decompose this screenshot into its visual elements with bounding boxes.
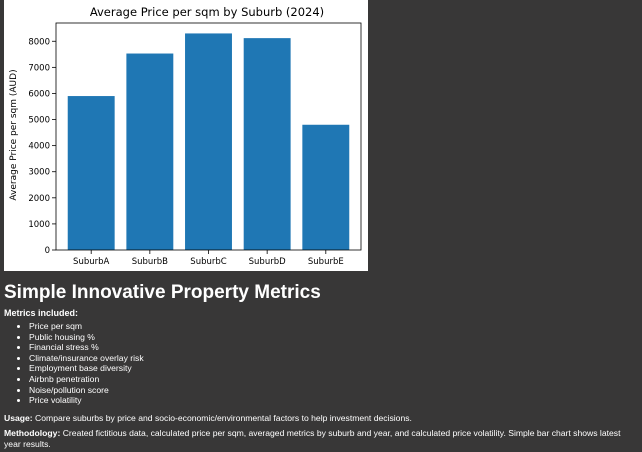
methodology-label: Methodology: [4, 428, 61, 438]
y-tick-label: 8000 [28, 37, 50, 47]
page-title: Simple Innovative Property Metrics [4, 282, 321, 303]
y-tick-label: 6000 [28, 89, 50, 99]
chart-svg: Average Price per sqm by Suburb (2024) A… [9, 5, 362, 267]
plot-frame [55, 22, 362, 251]
y-tick-label: 4000 [28, 142, 50, 152]
list-item: Noise/pollution score [29, 385, 144, 396]
x-tick-label: SuburbA [73, 257, 109, 267]
list-item: Financial stress % [29, 342, 144, 353]
x-tick-label: SuburbC [190, 257, 226, 267]
list-item: Climate/insurance overlay risk [29, 353, 144, 364]
x-tick-label: SuburbE [308, 257, 344, 267]
y-tick-label: 2000 [28, 194, 50, 204]
bar [185, 33, 232, 250]
usage-text: Compare suburbs by price and socio-econo… [32, 413, 412, 423]
bars [67, 33, 350, 251]
y-axis-label: Average Price per sqm (AUD) [9, 69, 19, 200]
x-tick-label: SuburbD [249, 257, 286, 267]
list-item: Employment base diversity [29, 363, 144, 374]
bar-chart: Average Price per sqm by Suburb (2024) A… [4, 0, 368, 271]
list-item: Price per sqm [29, 321, 144, 332]
metrics-heading: Metrics included: [4, 308, 79, 318]
y-tick-label: 5000 [28, 116, 50, 126]
methodology-paragraph: Methodology: Created fictitious data, ca… [4, 428, 634, 449]
x-tick-label: SuburbB [132, 257, 168, 267]
usage-label: Usage: [4, 413, 33, 423]
methodology-text: Created fictitious data, calculated pric… [4, 428, 621, 449]
usage-paragraph: Usage: Compare suburbs by price and soci… [4, 413, 634, 424]
metrics-list: Price per sqm Public housing % Financial… [14, 321, 144, 406]
list-item: Price volatility [29, 395, 144, 406]
chart-title: Average Price per sqm by Suburb (2024) [90, 5, 324, 19]
y-ticks: 0 1000 2000 3000 4000 5000 6000 7000 8000 [28, 37, 56, 256]
list-item: Public housing % [29, 332, 144, 343]
bar [126, 53, 174, 250]
y-tick-label: 0 [45, 246, 50, 256]
y-tick-label: 7000 [28, 63, 50, 73]
y-tick-label: 1000 [28, 220, 50, 230]
bar [67, 96, 115, 251]
bar [302, 124, 350, 250]
y-tick-label: 3000 [28, 168, 50, 178]
list-item: Airbnb penetration [29, 374, 144, 385]
x-ticks: SuburbA SuburbB SuburbC SuburbD SuburbE [73, 250, 344, 267]
bar [243, 38, 291, 251]
